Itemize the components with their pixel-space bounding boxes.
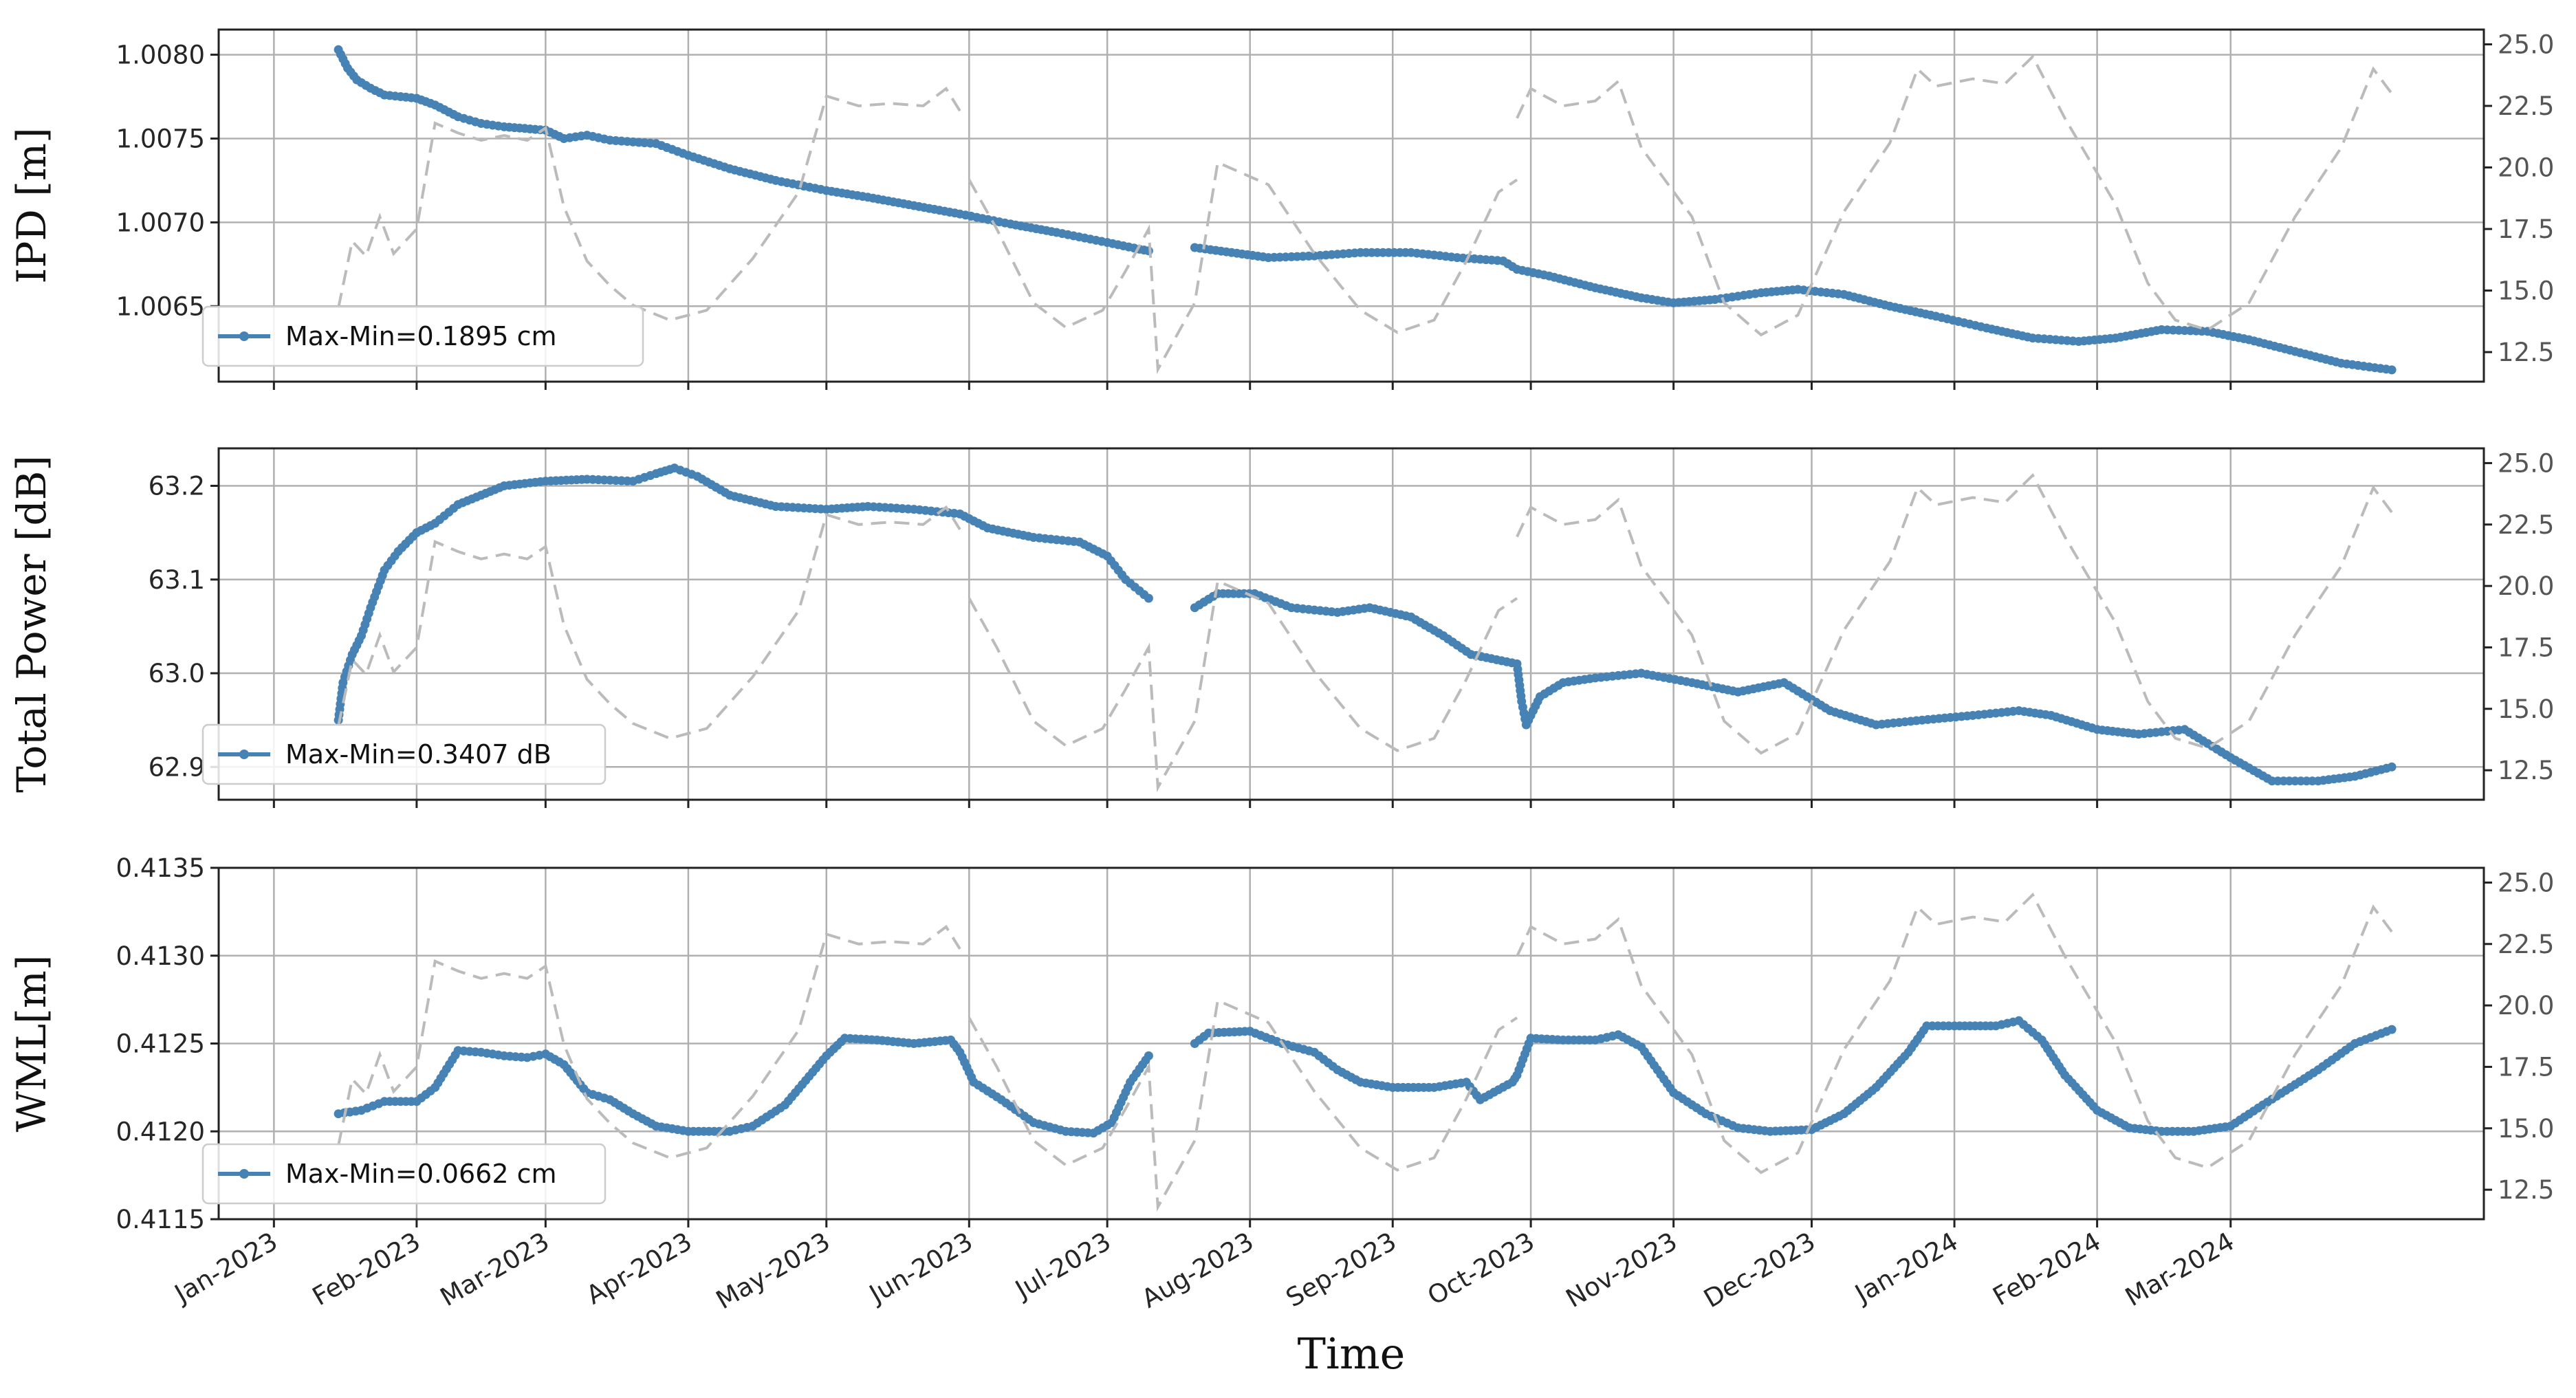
y-axis-label: Total Power [dB]	[8, 455, 55, 793]
y2-tick-label: 17.5	[2498, 633, 2554, 662]
x-tick-label: Nov-2023	[1561, 1227, 1682, 1314]
x-tick-label: Jun-2023	[863, 1227, 977, 1310]
y2-tick-label: 25.0	[2498, 448, 2554, 478]
x-tick-label: Feb-2023	[307, 1227, 425, 1312]
x-tick-label: Dec-2023	[1699, 1227, 1820, 1314]
data-point-marker	[1144, 1051, 1153, 1060]
temperature-series	[337, 54, 2393, 375]
y-tick-label: 1.0070	[116, 208, 205, 237]
legend-box	[201, 723, 607, 785]
y2-tick-label: 22.5	[2498, 930, 2554, 959]
series-line-segment	[336, 48, 1150, 254]
data-point-marker	[2387, 1025, 2397, 1034]
legend-label: Max-Min=0.1895 cm	[285, 321, 557, 351]
y2-tick-label: 22.5	[2498, 91, 2554, 121]
y-axis-label: IPD [m]	[8, 127, 55, 283]
temperature-line-segment	[1516, 472, 2393, 755]
measured-series	[334, 463, 2397, 786]
x-tick-label: Jan-2024	[1849, 1227, 1963, 1310]
legend-marker-swatch	[239, 750, 249, 759]
panel-2: 62.9 63.0 63.1 63.2 12.5 15.0 17.5 20.0 22.5 25.0…	[8, 447, 2554, 808]
y-tick-label: 1.0065	[116, 292, 205, 321]
data-point-marker	[2387, 365, 2397, 375]
y2-tick-label: 17.5	[2498, 1052, 2554, 1082]
y2-tick-label: 22.5	[2498, 510, 2554, 540]
y2-tick-label: 25.0	[2498, 868, 2554, 897]
temperature-series	[337, 472, 2393, 793]
y2-tick-label: 15.0	[2498, 695, 2554, 724]
temperature-line-segment	[968, 160, 1518, 375]
temperature-line-segment	[968, 579, 1518, 793]
x-tick-label: Jul-2023	[1009, 1227, 1116, 1305]
measured-series	[334, 1016, 2397, 1138]
legend: Max-Min=0.0662 cm	[201, 1143, 607, 1205]
y2-tick-label: 12.5	[2498, 756, 2554, 785]
y2-tick-label: 12.5	[2498, 338, 2554, 367]
plot-frame	[217, 447, 2485, 801]
temperature-line-segment	[1516, 892, 2393, 1175]
legend: Max-Min=0.3407 dB	[201, 723, 607, 785]
temperature-line-segment	[337, 86, 961, 322]
legend-marker-swatch	[239, 1169, 249, 1179]
measured-series	[334, 45, 2397, 375]
y-axis-label: WML[m]	[8, 955, 55, 1133]
x-tick-label: May-2023	[711, 1227, 835, 1315]
y2-tick-label: 20.0	[2498, 153, 2554, 183]
x-tick-label: Aug-2023	[1137, 1227, 1258, 1314]
x-tick-label: Sep-2023	[1281, 1227, 1401, 1313]
series-line-segment	[1193, 1018, 2393, 1134]
x-tick-label: Mar-2024	[2120, 1227, 2239, 1313]
y-tick-label: 63.1	[149, 565, 205, 595]
legend-label: Max-Min=0.0662 cm	[285, 1159, 557, 1189]
temperature-series	[337, 892, 2393, 1212]
y-tick-label: 63.2	[149, 472, 205, 501]
panel-1: 1.0065 1.0070 1.0075 1.0080 12.5 15.0 17.5 20.0…	[8, 28, 2554, 390]
data-point-marker	[1144, 593, 1153, 603]
y-tick-label: 0.4135	[116, 853, 205, 883]
y-tick-label: 0.4115	[116, 1205, 205, 1234]
y2-tick-label: 15.0	[2498, 276, 2554, 306]
x-tick-label: Oct-2023	[1423, 1227, 1540, 1311]
series-line-segment	[1194, 245, 2392, 373]
x-tick-label: Mar-2023	[435, 1227, 554, 1313]
x-axis-label: Time	[1298, 1329, 1406, 1379]
y-tick-label: 0.4120	[116, 1117, 205, 1146]
y2-tick-label: 15.0	[2498, 1114, 2554, 1144]
plot-frame	[217, 28, 2485, 383]
legend-marker-swatch	[239, 331, 249, 341]
legend-box	[201, 1143, 607, 1205]
y-tick-label: 1.0075	[116, 124, 205, 153]
y-tick-label: 0.4130	[116, 941, 205, 971]
temperature-line-segment	[968, 998, 1518, 1212]
y2-tick-label: 17.5	[2498, 215, 2554, 244]
y-tick-label: 0.4125	[116, 1029, 205, 1059]
y-tick-label: 1.0080	[116, 41, 205, 70]
y2-tick-label: 20.0	[2498, 991, 2554, 1020]
y2-tick-label: 12.5	[2498, 1175, 2554, 1205]
y2-tick-label: 25.0	[2498, 30, 2554, 59]
x-tick-label: Apr-2023	[581, 1227, 697, 1311]
panel-3: Jan-2023 Feb-2023 Mar-2023 Apr-2023 May-2023…	[8, 853, 2554, 1315]
legend: Max-Min=0.1895 cm	[201, 305, 644, 367]
temperature-line-segment	[1516, 54, 2393, 337]
x-tick-label: Feb-2024	[1988, 1227, 2106, 1312]
legend-box	[201, 305, 644, 367]
data-point-marker	[2387, 762, 2397, 772]
x-tick-label: Jan-2023	[168, 1227, 283, 1310]
y2-tick-label: 20.0	[2498, 571, 2554, 601]
legend-label: Max-Min=0.3407 dB	[285, 739, 552, 769]
temperature-line-segment	[337, 924, 961, 1159]
y-tick-label: 62.9	[149, 752, 205, 782]
temperature-line-segment	[337, 505, 961, 740]
y-tick-label: 63.0	[149, 659, 205, 688]
